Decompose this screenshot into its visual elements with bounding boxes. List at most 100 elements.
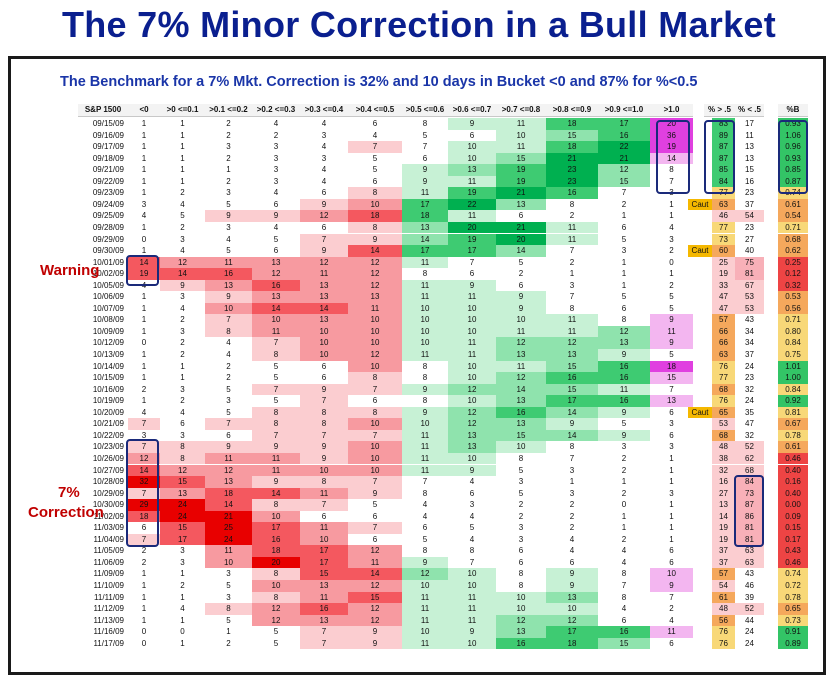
table-cell: 14 (546, 406, 598, 419)
table-cell: 4 (180, 303, 185, 313)
table-cell: 10 (252, 580, 300, 592)
table-cell-pct-below: 47 (745, 419, 754, 429)
table-cell: 1 (180, 130, 185, 140)
table-cell: 4 (569, 546, 575, 556)
table-cell: 11 (546, 314, 598, 326)
table-cell: 13 (496, 395, 546, 407)
table-row-date: 10/09/09 (92, 326, 124, 336)
table-cell: 8 (300, 476, 348, 488)
table-cell: 5 (226, 615, 231, 625)
table-row-date: 09/21/09 (92, 165, 124, 175)
table-cell: 1 (141, 119, 147, 128)
table-cell-pct-above: 54 (712, 580, 735, 592)
table-cell: 6 (621, 303, 627, 313)
table-cell: 16 (300, 603, 348, 615)
table-cell: 6 (141, 523, 147, 533)
table-cell-pct-below: 27 (745, 234, 754, 244)
table-cell: 7 (205, 314, 252, 326)
table-cell: 3 (321, 153, 327, 163)
table-cell-pctb: 0.73 (778, 614, 808, 627)
table-row-date: 09/18/09 (92, 153, 124, 163)
table-cell: 11 (300, 268, 348, 280)
table-row-date: 09/30/09 (92, 246, 124, 256)
table-cell: 8 (348, 221, 402, 234)
table-row-date: 10/20/09 (92, 407, 124, 417)
table-cell: 3 (621, 442, 627, 452)
table-header-cell: >0.7 <=0.8 (496, 104, 546, 117)
table-cell-pct-above: 32 (712, 464, 735, 477)
table-cell: 8 (300, 406, 348, 419)
table-row-date: 10/23/09 (92, 442, 124, 452)
table-cell-pct-below: 15 (745, 165, 754, 175)
table-cell: 3 (180, 326, 185, 336)
table-cell: 7 (669, 384, 674, 394)
table-cell-pctb: 0.71 (778, 221, 808, 234)
table-cell: 21 (205, 510, 252, 523)
table-cell: 14 (496, 245, 546, 257)
table-cell: 7 (300, 395, 348, 407)
table-cell-pct-below: 17 (745, 119, 754, 128)
table-cell: 3 (669, 488, 674, 498)
table-cell: 9 (402, 406, 448, 419)
table-cell: 7 (348, 476, 402, 488)
table-cell: 1 (141, 303, 147, 313)
table-cell: 1 (180, 153, 185, 163)
table-cell: 2 (180, 396, 185, 406)
table-cell: 4 (669, 615, 674, 625)
table-cell: 16 (598, 626, 650, 638)
table-cell: 8 (569, 303, 575, 313)
table-cell: 8 (205, 603, 252, 615)
table-cell: 13 (650, 395, 693, 407)
table-cell: 11 (546, 221, 598, 234)
table-cell: 5 (621, 419, 627, 429)
table-cell: 7 (252, 429, 300, 442)
table-cell-pct-above: 14 (712, 510, 735, 523)
table-cell: 13 (300, 314, 348, 326)
table-cell: 24 (160, 510, 205, 523)
table-cell: 12 (128, 452, 160, 465)
table-cell: 1 (180, 361, 185, 371)
table-row-date: 10/07/09 (92, 303, 124, 313)
table-cell: 9 (598, 406, 650, 419)
table-cell: 4 (321, 165, 327, 175)
table-cell: 14 (252, 487, 300, 500)
table-header-cell: >0.5 <=0.6 (402, 104, 448, 117)
table-cell-pct-below: 24 (745, 638, 754, 648)
table-cell: 8 (252, 499, 300, 511)
table-cell: 6 (422, 523, 428, 533)
table-cell: 9 (160, 279, 205, 292)
table-cell: 18 (546, 141, 598, 153)
table-cell: 2 (180, 338, 185, 348)
table-cell: 10 (402, 302, 448, 315)
table-cell: 11 (300, 522, 348, 534)
table-cell: 17 (402, 198, 448, 211)
table-cell: 5 (372, 500, 378, 510)
table-cell-pctb: 0.32 (778, 279, 808, 292)
table-cell: 9 (348, 487, 402, 500)
caution-flag: Caut (688, 245, 712, 257)
table-cell: 7 (422, 477, 428, 487)
table-cell: 3 (180, 234, 185, 244)
table-cell: 16 (598, 395, 650, 407)
table-cell: 4 (469, 477, 475, 487)
table-header-cell: >0.3 <=0.4 (300, 104, 348, 117)
table-cell: 2 (141, 557, 147, 567)
table-header-cell: <0 (128, 104, 160, 117)
table-cell: 10 (448, 152, 496, 165)
table-cell-pct-above: 13 (712, 499, 735, 511)
table-cell: 8 (422, 546, 428, 556)
table-cell: 9 (402, 383, 448, 396)
table-cell: 10 (300, 325, 348, 338)
table-cell: 22 (448, 198, 496, 211)
table-cell: 5 (422, 130, 428, 140)
table-cell: 12 (598, 325, 650, 338)
table-cell: 3 (226, 142, 231, 152)
table-cell: 9 (546, 580, 598, 592)
table-cell: 10 (448, 580, 496, 592)
table-cell: 2 (226, 373, 231, 383)
table-cell: 8 (469, 546, 475, 556)
table-header-cell: % < .5 (735, 104, 764, 117)
table-cell: 12 (300, 210, 348, 222)
table-cell: 7 (300, 233, 348, 246)
table-cell: 1 (569, 269, 575, 279)
